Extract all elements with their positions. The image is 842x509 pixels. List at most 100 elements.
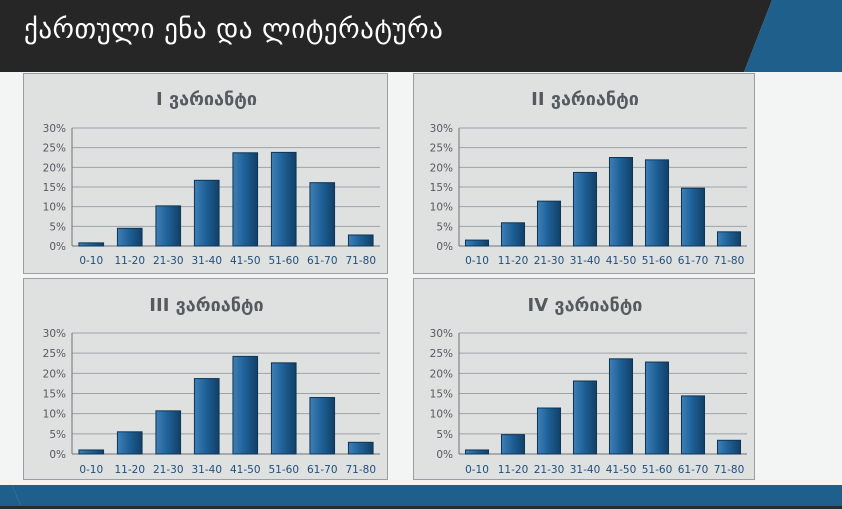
y-tick-label: 0%	[49, 449, 66, 461]
x-tick-label: 0-10	[465, 255, 489, 267]
chart-panel-3: III ვარიანტი 0% 5% 10% 15% 20% 25% 30% 0-10 11-20…	[23, 278, 388, 480]
y-tick-label: 5%	[436, 429, 453, 441]
bar	[716, 439, 742, 455]
y-tick-label: 20%	[43, 368, 66, 380]
chart-title: IV ვარიანტი	[528, 295, 643, 316]
footer-accent-light	[0, 485, 22, 509]
bar	[193, 378, 220, 455]
y-tick-label: 20%	[43, 162, 66, 174]
y-tick-label: 30%	[43, 328, 66, 340]
y-tick-label: 15%	[43, 389, 66, 401]
footer-shadow-line	[0, 506, 842, 509]
bar	[309, 397, 336, 455]
y-tick-label: 25%	[430, 348, 453, 360]
x-tick-label: 71-80	[345, 255, 376, 267]
x-tick-label: 71-80	[714, 464, 745, 476]
bar	[716, 231, 742, 247]
y-tick-label: 5%	[49, 221, 66, 233]
bar	[644, 361, 670, 455]
x-tick-label: 21-30	[534, 464, 565, 476]
chart-panel-1: I ვარიანტი 0% 5% 10% 15% 20% 25% 30% 0-10 11-20 21…	[23, 73, 388, 274]
header-banner	[0, 0, 842, 72]
bar	[155, 205, 182, 247]
bar	[536, 200, 562, 247]
y-tick-label: 20%	[430, 162, 453, 174]
y-tick-label: 25%	[43, 143, 66, 155]
chart-panel-4: IV ვარიანტი 0% 5% 10% 15% 20% 25% 30% 0-10 11-20 2…	[413, 278, 755, 480]
bar	[78, 242, 105, 247]
x-tick-label: 21-30	[153, 255, 184, 267]
x-tick-label: 31-40	[191, 255, 222, 267]
x-tick-label: 31-40	[570, 255, 601, 267]
x-tick-label: 41-50	[606, 255, 637, 267]
y-tick-label: 5%	[49, 429, 66, 441]
y-tick-label: 5%	[436, 221, 453, 233]
bar	[608, 358, 634, 455]
x-tick-label: 61-70	[307, 464, 338, 476]
footer-banner	[0, 485, 842, 509]
x-tick-label: 61-70	[678, 255, 709, 267]
x-tick-label: 51-60	[642, 464, 673, 476]
y-tick-label: 10%	[430, 202, 453, 214]
y-tick-label: 30%	[43, 123, 66, 135]
chart-2: II ვარიანტი 0% 5% 10% 15% 20% 25% 30% 0-10 11-20 2…	[430, 89, 747, 267]
x-tick-label: 31-40	[570, 464, 601, 476]
x-tick-label: 61-70	[307, 255, 338, 267]
bar	[193, 179, 220, 247]
page-title: ქართული ენა და ლიტერატურა	[24, 14, 444, 45]
y-tick-label: 10%	[43, 202, 66, 214]
x-tick-label: 11-20	[498, 255, 529, 267]
bar	[680, 395, 706, 455]
chart-title: I ვარიანტი	[156, 89, 257, 110]
x-tick-label: 11-20	[114, 255, 145, 267]
bar	[78, 449, 105, 455]
bar	[536, 407, 562, 455]
bar	[464, 239, 490, 247]
y-tick-label: 25%	[430, 143, 453, 155]
bar	[232, 152, 259, 247]
bar	[309, 182, 336, 247]
x-tick-label: 61-70	[678, 464, 709, 476]
y-tick-label: 15%	[430, 389, 453, 401]
y-tick-label: 10%	[430, 409, 453, 421]
bar	[347, 234, 374, 247]
y-tick-label: 10%	[43, 409, 66, 421]
x-tick-label: 51-60	[268, 464, 299, 476]
x-tick-label: 0-10	[79, 464, 103, 476]
y-tick-label: 0%	[436, 449, 453, 461]
bar	[155, 410, 182, 455]
y-tick-label: 15%	[43, 182, 66, 194]
y-tick-label: 20%	[430, 368, 453, 380]
y-tick-label: 0%	[436, 241, 453, 253]
bar	[270, 362, 297, 455]
y-tick-label: 15%	[430, 182, 453, 194]
chart-title: III ვარიანტი	[149, 295, 263, 316]
bar	[680, 187, 706, 247]
bar	[116, 431, 143, 455]
x-tick-label: 41-50	[230, 255, 261, 267]
bar	[500, 434, 526, 455]
chart-1: I ვარიანტი 0% 5% 10% 15% 20% 25% 30% 0-10 11-20 21…	[43, 89, 380, 267]
chart-4: IV ვარიანტი 0% 5% 10% 15% 20% 25% 30% 0-10 11-20 2…	[430, 295, 747, 476]
x-tick-label: 0-10	[79, 255, 103, 267]
bar	[500, 222, 526, 247]
header-accent-right	[744, 0, 842, 72]
bar	[572, 380, 598, 455]
x-tick-label: 11-20	[498, 464, 529, 476]
x-tick-label: 51-60	[642, 255, 673, 267]
x-tick-label: 71-80	[714, 255, 745, 267]
bar	[464, 449, 490, 455]
x-tick-label: 51-60	[268, 255, 299, 267]
bar	[232, 355, 259, 455]
footer-band	[12, 485, 842, 509]
chart-panel-2: II ვარიანტი 0% 5% 10% 15% 20% 25% 30% 0-10 11-20 2…	[413, 73, 755, 274]
bar	[644, 159, 670, 247]
x-tick-label: 31-40	[191, 464, 222, 476]
header-dark-bar	[0, 0, 772, 72]
x-tick-label: 0-10	[465, 464, 489, 476]
bar	[608, 157, 634, 247]
x-tick-label: 11-20	[114, 464, 145, 476]
y-tick-label: 30%	[430, 328, 453, 340]
chart-3: III ვარიანტი 0% 5% 10% 15% 20% 25% 30% 0-10 11-20…	[43, 295, 380, 476]
y-tick-label: 30%	[430, 123, 453, 135]
